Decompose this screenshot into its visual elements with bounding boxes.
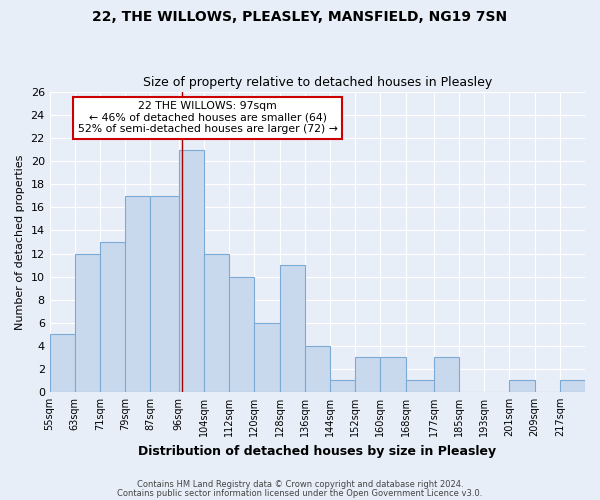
Bar	[229, 276, 254, 392]
Bar	[380, 358, 406, 392]
Bar	[50, 334, 75, 392]
Bar	[434, 358, 459, 392]
Bar	[509, 380, 535, 392]
Text: Contains public sector information licensed under the Open Government Licence v3: Contains public sector information licen…	[118, 488, 482, 498]
Text: 22 THE WILLOWS: 97sqm
← 46% of detached houses are smaller (64)
52% of semi-deta: 22 THE WILLOWS: 97sqm ← 46% of detached …	[77, 101, 338, 134]
Bar	[355, 358, 380, 392]
X-axis label: Distribution of detached houses by size in Pleasley: Distribution of detached houses by size …	[138, 444, 496, 458]
Bar	[179, 150, 204, 392]
Bar	[305, 346, 330, 392]
Text: Contains HM Land Registry data © Crown copyright and database right 2024.: Contains HM Land Registry data © Crown c…	[137, 480, 463, 489]
Bar	[125, 196, 151, 392]
Bar	[75, 254, 100, 392]
Bar	[330, 380, 355, 392]
Bar	[280, 265, 305, 392]
Bar	[254, 322, 280, 392]
Bar	[560, 380, 585, 392]
Bar	[406, 380, 434, 392]
Title: Size of property relative to detached houses in Pleasley: Size of property relative to detached ho…	[143, 76, 492, 90]
Bar	[151, 196, 179, 392]
Text: 22, THE WILLOWS, PLEASLEY, MANSFIELD, NG19 7SN: 22, THE WILLOWS, PLEASLEY, MANSFIELD, NG…	[92, 10, 508, 24]
Bar	[204, 254, 229, 392]
Bar	[100, 242, 125, 392]
Y-axis label: Number of detached properties: Number of detached properties	[15, 154, 25, 330]
